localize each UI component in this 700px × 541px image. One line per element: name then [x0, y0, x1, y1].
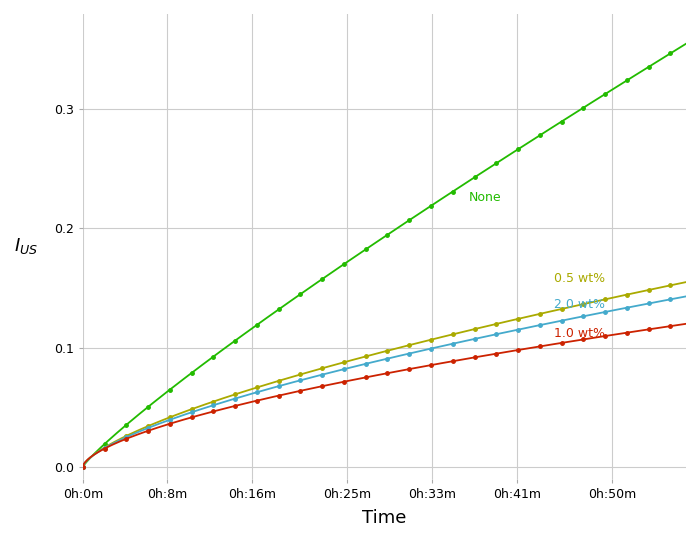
Text: 2.0 wt%: 2.0 wt%: [554, 298, 605, 311]
Y-axis label: $I_{US}$: $I_{US}$: [14, 236, 38, 256]
X-axis label: Time: Time: [363, 509, 407, 527]
Text: 0.5 wt%: 0.5 wt%: [554, 272, 605, 285]
Text: 1.0 wt%: 1.0 wt%: [554, 327, 605, 340]
Text: None: None: [469, 191, 502, 204]
